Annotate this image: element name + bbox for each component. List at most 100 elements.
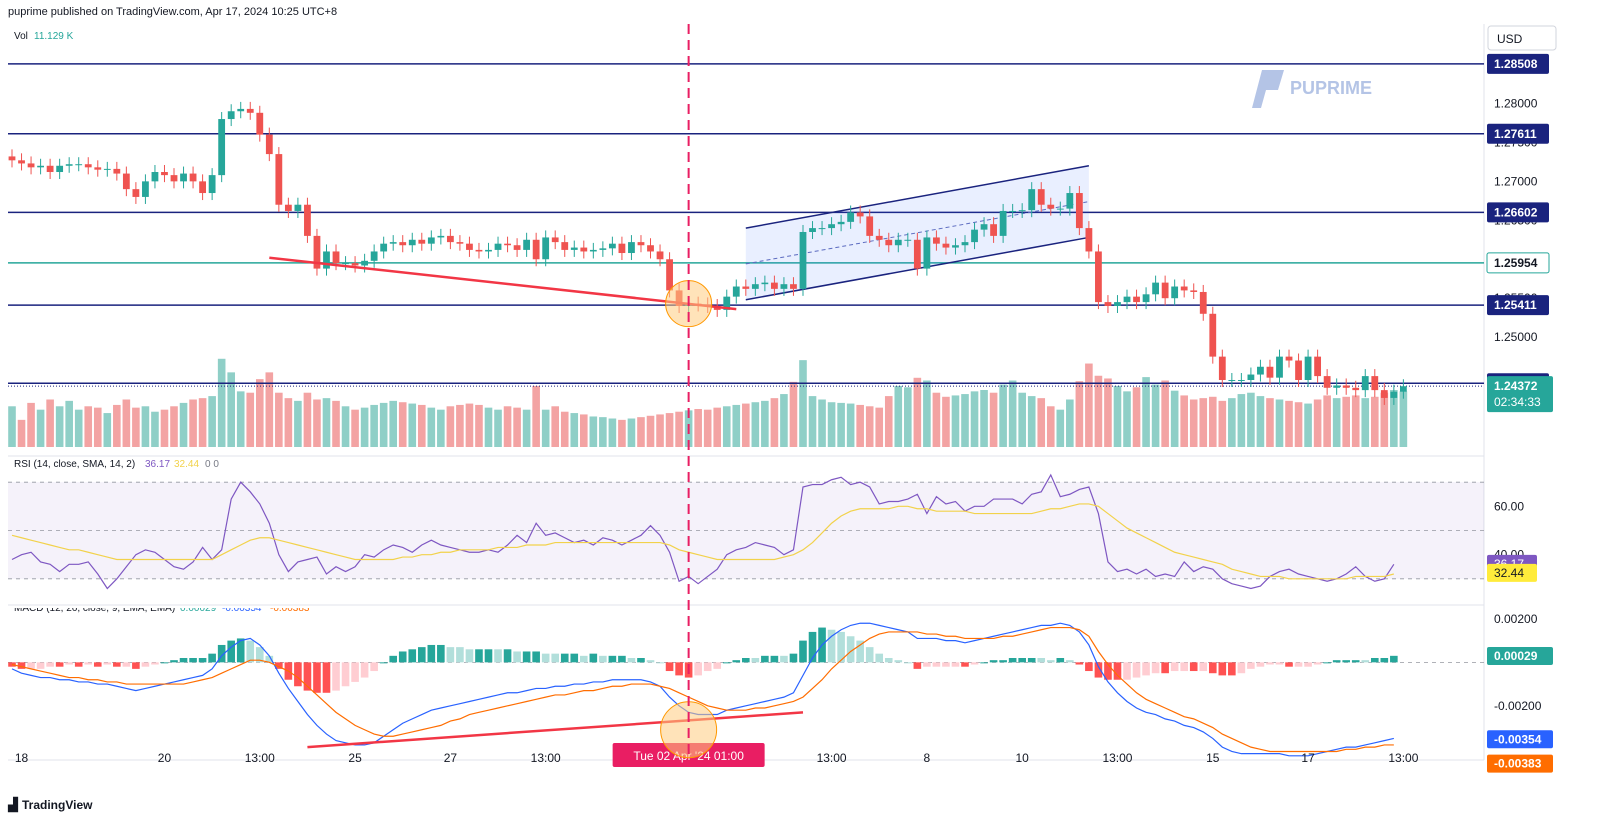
macd-signal-value: -0.00383 [270, 603, 310, 614]
candle [342, 256, 349, 271]
macd-hist-bar [627, 658, 636, 663]
time-tick-label: 15 [1206, 751, 1220, 765]
candle [313, 228, 321, 276]
candle [875, 228, 883, 247]
macd-hist-bar [1132, 662, 1141, 678]
volume-bar [1199, 398, 1208, 447]
macd-hist-bar [1285, 662, 1293, 667]
candle-body [1228, 379, 1236, 381]
candle-body [942, 243, 950, 248]
candle-body [790, 284, 797, 289]
volume-bar [656, 414, 664, 447]
volume-bar [694, 409, 702, 447]
macd-hist-label-bg [1487, 647, 1553, 666]
macd-hist-bar [522, 651, 531, 663]
macd-hist-bar [999, 660, 1007, 663]
macd-hist-bar [789, 653, 798, 663]
candle [1199, 284, 1207, 321]
candle [618, 236, 626, 261]
macd-hist-bar [36, 662, 45, 669]
candle-body [427, 237, 435, 244]
volume-bar [789, 381, 798, 447]
volume-bar [1056, 409, 1065, 447]
macd-hist-bar [303, 662, 312, 691]
volume-bar [1123, 391, 1131, 447]
candle-body [65, 164, 73, 166]
candle [980, 217, 988, 237]
candle [485, 242, 492, 259]
volume-bar [665, 413, 674, 447]
candle [504, 236, 511, 253]
overlay [269, 24, 804, 760]
macd-hist-bar [1237, 662, 1246, 674]
macd-hist-bar [580, 655, 588, 663]
macd-hist-bar [827, 629, 836, 663]
candle-body [513, 245, 521, 250]
candle-body [1323, 376, 1331, 388]
macd-hist-bar [93, 662, 102, 667]
candle-body [647, 245, 654, 252]
volume-bar [1151, 384, 1160, 447]
rsi-ma-value: 32.44 [174, 459, 199, 470]
macd-hist-bar [113, 662, 121, 667]
macd-hist-bar [608, 655, 617, 663]
candle-body [904, 239, 912, 241]
candle [1323, 369, 1331, 395]
volume-bar [1161, 380, 1169, 447]
macd-hist-bar [751, 658, 760, 663]
tradingview-logo-text: TradingView [22, 798, 93, 812]
volume-bar [275, 392, 283, 447]
volume-bar [1342, 396, 1350, 447]
volume-bar [151, 411, 159, 447]
candle [1228, 372, 1236, 388]
volume-bar [770, 398, 779, 447]
candle-body [799, 231, 807, 289]
candle [256, 105, 264, 142]
candle-body [589, 249, 597, 252]
volume-bar [970, 391, 979, 447]
candle-body [561, 242, 569, 250]
volume-bar [942, 396, 950, 447]
candle-body [227, 111, 235, 120]
macd-hist-bar [132, 662, 140, 669]
macd-hist-bar [1046, 660, 1055, 663]
volume-bar [742, 403, 750, 447]
candle-body [389, 242, 397, 244]
candle-body [27, 163, 35, 168]
macd-hist-bar [370, 662, 378, 672]
candle-body [151, 172, 159, 182]
candle-body [1247, 374, 1255, 380]
volume-bar [284, 398, 293, 447]
macd-hist-bar [837, 631, 845, 663]
volume-bar [1399, 391, 1408, 447]
candle-body [84, 164, 92, 168]
volume-bar [332, 400, 340, 447]
candle-body [1066, 193, 1074, 209]
candle [380, 236, 388, 259]
price-tick-label: 1.28000 [1494, 96, 1538, 110]
macd-hist-bar [151, 662, 159, 665]
candle [1257, 359, 1264, 382]
macd-hist-bar [932, 662, 941, 667]
candle [18, 153, 25, 171]
candle [237, 101, 245, 119]
volume-bar [93, 407, 102, 447]
macd-hist-bar [1085, 662, 1093, 672]
candle [399, 235, 407, 253]
volume-bar [1323, 395, 1331, 447]
candle-body [1285, 356, 1293, 361]
time-tick-label: 13:00 [531, 751, 561, 765]
candle-body [494, 243, 502, 250]
macd-hist-bar [770, 655, 779, 663]
support-trend-line [269, 256, 737, 311]
candle-body [199, 181, 206, 194]
macd-hist-bar [1294, 662, 1303, 667]
volume-bar [1170, 390, 1179, 447]
candle-body [913, 239, 921, 269]
candle-body [818, 228, 826, 230]
macd-hist-bar [160, 662, 169, 664]
volume-bar [484, 407, 493, 447]
macd-hist-value: 0.00029 [180, 603, 217, 614]
time-tick-label: 17 [1301, 751, 1315, 765]
candle-body [456, 242, 464, 244]
